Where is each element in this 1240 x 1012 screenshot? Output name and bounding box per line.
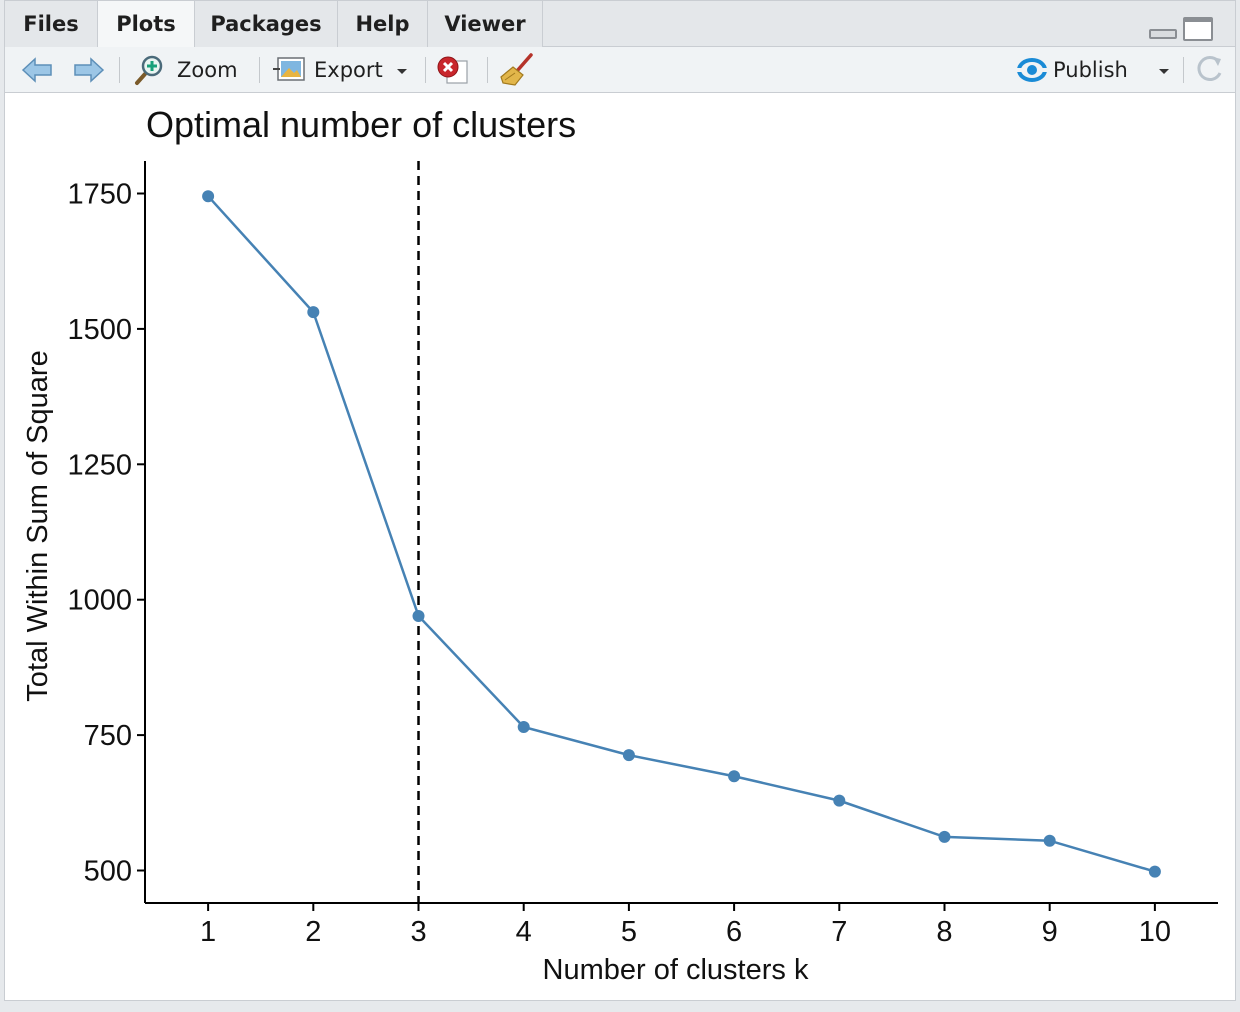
tab-files[interactable]: Files [5,1,98,47]
x-tick-label: 4 [516,916,532,948]
minimize-pane-button[interactable] [1149,29,1177,39]
data-point [307,306,320,319]
data-point [517,720,530,733]
remove-plot-button[interactable] [433,47,473,93]
y-tick-label: 1500 [67,314,132,346]
toolbar-separator [487,57,488,83]
data-point [202,190,215,203]
publish-label: Publish [1053,58,1128,82]
zoom-label: Zoom [177,58,238,82]
chevron-down-icon [1159,69,1169,74]
refresh-icon [1197,56,1222,81]
x-tick-label: 7 [831,916,847,948]
data-point [728,770,741,783]
y-axis-label: Total Within Sum of Square [22,350,54,701]
y-tick-label: 1000 [67,585,132,617]
data-point [1148,865,1161,878]
x-tick-label: 3 [410,916,426,948]
plots-pane: Files Plots Packages Help Viewer [4,0,1236,1001]
forward-button[interactable] [69,47,109,93]
x-tick-label: 2 [305,916,321,948]
chevron-down-icon [397,69,407,74]
back-button[interactable] [17,47,57,93]
data-point [833,794,846,807]
magnifier-icon [135,55,163,85]
series-line [207,195,1156,873]
clear-all-plots-button[interactable] [497,47,537,93]
publish-menu-button[interactable]: Publish [1013,47,1173,93]
arrow-right-icon [74,57,105,83]
tab-packages[interactable]: Packages [195,1,338,47]
x-tick-label: 6 [726,916,742,948]
tab-help[interactable]: Help [338,1,428,47]
window-controls [1149,15,1219,43]
remove-plot-icon [437,56,468,84]
x-axis-label: Number of clusters k [543,954,809,986]
toolbar-separator [425,57,426,83]
pane-tabbar: Files Plots Packages Help Viewer [5,1,1235,48]
toolbar-separator [119,57,120,83]
data-point [622,749,635,762]
toolbar-separator [259,57,260,83]
arrow-left-icon [21,57,52,83]
plots-toolbar: Zoom Export [5,47,1235,93]
image-icon [273,57,305,81]
maximize-pane-button[interactable] [1183,17,1213,41]
data-point [412,609,425,622]
x-tick-label: 1 [200,916,216,948]
zoom-button[interactable]: Zoom [131,47,243,93]
x-tick-label: 8 [936,916,952,948]
x-tick-label: 9 [1042,916,1058,948]
y-tick-label: 750 [84,720,132,752]
export-label: Export [314,58,383,82]
x-tick-label: 10 [1139,916,1171,948]
data-point [938,830,951,843]
y-tick-label: 1750 [67,178,132,210]
y-tick-label: 1250 [67,449,132,481]
toolbar-separator [1183,57,1184,83]
broom-icon [500,53,533,86]
tab-viewer[interactable]: Viewer [428,1,543,47]
y-tick-label: 500 [84,856,132,888]
tab-plots[interactable]: Plots [98,1,195,48]
export-menu-button[interactable]: Export [271,47,417,93]
x-tick-label: 5 [621,916,637,948]
cluster-elbow-chart: Optimal number of clusters 500 750 1000 1250… [22,104,1218,986]
data-point [1043,834,1056,847]
chart-title: Optimal number of clusters [146,104,576,145]
publish-icon [1015,58,1049,82]
refresh-button[interactable] [1191,47,1227,93]
